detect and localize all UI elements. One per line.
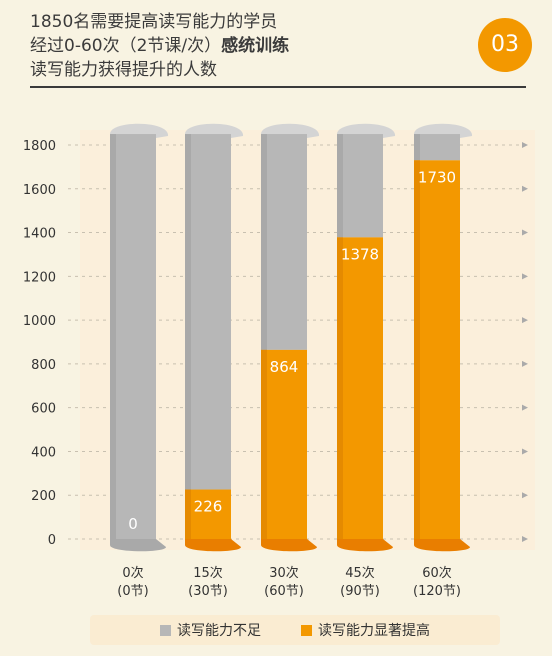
gridline-arrow bbox=[522, 229, 528, 236]
bar-gray bbox=[261, 134, 307, 350]
y-tick-label: 0 bbox=[48, 533, 56, 548]
x-tick-label: (90节) bbox=[340, 584, 380, 599]
legend-label-gray: 读写能力不足 bbox=[177, 623, 261, 639]
gridline-arrow bbox=[522, 185, 528, 192]
bar-bottom-curl bbox=[261, 539, 317, 552]
legend-item-orange: 读写能力显著提高 bbox=[301, 620, 430, 640]
title-line-2-bold: 感统训练 bbox=[221, 36, 290, 56]
bar-gray-shade bbox=[110, 134, 116, 540]
section-number-badge: 03 bbox=[478, 18, 532, 72]
bar-bottom-curl bbox=[185, 539, 241, 552]
title-line-1: 1850名需要提高读写能力的学员 bbox=[30, 12, 278, 32]
bar-bottom-curl bbox=[414, 539, 470, 552]
bar-gray bbox=[185, 134, 231, 490]
y-tick-label: 1800 bbox=[23, 139, 56, 154]
bar-orange bbox=[185, 489, 231, 539]
bar-gray bbox=[337, 134, 383, 238]
title-line-3: 读写能力获得提升的人数 bbox=[30, 60, 217, 80]
bar-value-label: 226 bbox=[194, 498, 223, 516]
bar-orange-shade bbox=[337, 237, 343, 540]
bar-orange bbox=[414, 160, 460, 540]
gridline-arrow bbox=[522, 536, 528, 542]
bar-gray-shade bbox=[185, 134, 191, 490]
bar-gray bbox=[414, 134, 460, 161]
y-tick-label: 1600 bbox=[23, 183, 56, 198]
title-line-2-prefix: 经过0-60次（2节课/次） bbox=[30, 36, 222, 56]
x-tick-label: (30节) bbox=[188, 584, 228, 599]
x-tick-label: 0次 bbox=[122, 565, 143, 581]
bar-gray bbox=[110, 134, 156, 540]
bar-value-label: 1730 bbox=[418, 168, 456, 186]
legend-swatch-orange bbox=[301, 624, 312, 636]
y-tick-label: 1000 bbox=[23, 314, 56, 329]
gridline-arrow bbox=[522, 317, 528, 324]
y-tick-label: 600 bbox=[31, 402, 56, 417]
legend-item-gray: 读写能力不足 bbox=[160, 620, 261, 640]
x-tick-label: 30次 bbox=[269, 565, 299, 581]
bar-chart: 0 200 400 600 800 1000 1200 1400 1600 1800 0 0次 (0节)… bbox=[22, 123, 528, 599]
bar-gray-shade bbox=[414, 134, 420, 161]
x-tick-label: 15次 bbox=[193, 565, 223, 581]
gridline-arrow bbox=[522, 360, 528, 367]
bar-bottom-curl bbox=[110, 539, 166, 552]
gridline-arrow bbox=[522, 273, 528, 280]
bar-orange-shade bbox=[185, 489, 191, 539]
bar-orange bbox=[337, 237, 383, 540]
bar-gray-shade bbox=[261, 134, 267, 350]
bar-value-label: 864 bbox=[270, 358, 299, 376]
bar-bottom-curl bbox=[337, 539, 393, 552]
y-tick-label: 400 bbox=[31, 445, 56, 460]
x-tick-label: 45次 bbox=[345, 565, 375, 581]
x-tick-label: 60次 bbox=[422, 565, 452, 581]
bar-orange-shade bbox=[261, 349, 267, 539]
x-tick-label: (60节) bbox=[264, 584, 304, 599]
gridline-arrow bbox=[522, 448, 528, 455]
bar-gray-shade bbox=[337, 134, 343, 238]
chart-title: 1850名需要提高读写能力的学员 经过0-60次（2节课/次）感统训练 读写能力… bbox=[30, 10, 289, 82]
bar-value-label: 1378 bbox=[341, 245, 379, 263]
x-tick-label: (0节) bbox=[117, 584, 148, 599]
legend: 读写能力不足 读写能力显著提高 bbox=[90, 615, 500, 645]
gridline-arrow bbox=[522, 142, 528, 148]
y-tick-label: 200 bbox=[31, 489, 56, 504]
gridline-arrow bbox=[522, 492, 528, 499]
y-tick-label: 800 bbox=[31, 358, 56, 373]
y-tick-label: 1200 bbox=[23, 270, 56, 285]
y-tick-label: 1400 bbox=[23, 227, 56, 242]
title-line-2: 经过0-60次（2节课/次）感统训练 bbox=[30, 34, 289, 58]
bar-orange bbox=[261, 349, 307, 539]
bar-orange-shade bbox=[414, 160, 420, 540]
legend-swatch-gray bbox=[160, 624, 171, 636]
x-tick-label: (120节) bbox=[413, 584, 461, 599]
title-divider bbox=[30, 86, 526, 88]
bar-value-label: 0 bbox=[128, 515, 138, 533]
legend-label-orange: 读写能力显著提高 bbox=[318, 623, 430, 639]
gridline-arrow bbox=[522, 404, 528, 411]
